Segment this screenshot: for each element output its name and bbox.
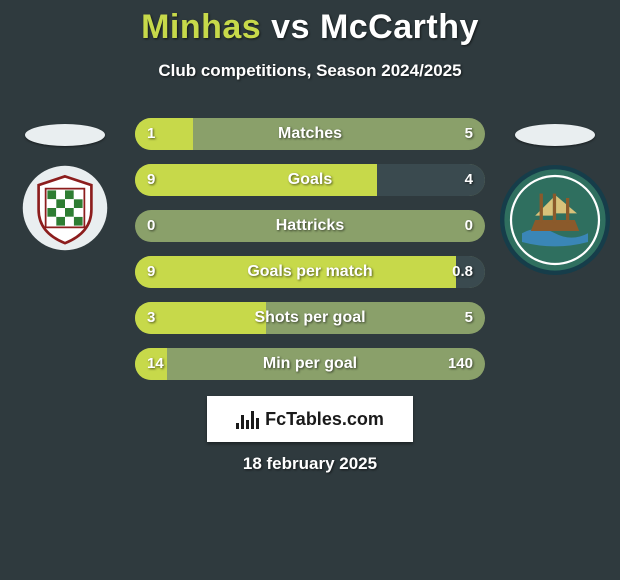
footer-date: 18 february 2025 [0,454,620,474]
stats-bars: 15Matches94Goals00Hattricks90.8Goals per… [135,118,485,394]
stat-right-value: 140 [448,348,473,380]
ship-badge-icon [500,164,610,276]
stat-right-value: 4 [465,164,473,196]
stat-left-fill [135,164,377,196]
player-b-column [500,118,610,276]
player-a-name: Minhas [141,8,261,46]
player-b-photo-placeholder [515,124,595,146]
stat-row: 94Goals [135,164,485,196]
stat-right-value: 5 [465,302,473,334]
title-vs: vs [271,8,310,46]
player-b-club-badge [500,164,610,276]
comparison-infographic: Minhas vs McCarthy Club competitions, Se… [0,0,620,580]
stat-left-value: 3 [147,302,155,334]
stat-row: 14140Min per goal [135,348,485,380]
stat-right-value: 0 [465,210,473,242]
page-title: Minhas vs McCarthy [0,0,620,47]
bar-chart-icon [236,409,259,429]
brand-card: FcTables.com [207,396,413,442]
stat-row: 90.8Goals per match [135,256,485,288]
stat-right-value: 5 [465,118,473,150]
shield-icon [21,164,109,252]
stat-left-value: 1 [147,118,155,150]
stat-left-value: 14 [147,348,164,380]
stat-row: 00Hattricks [135,210,485,242]
subtitle: Club competitions, Season 2024/2025 [0,61,620,81]
stat-left-fill [135,118,193,150]
stat-left-value: 0 [147,210,155,242]
player-a-column [10,118,120,252]
player-a-photo-placeholder [25,124,105,146]
stat-left-value: 9 [147,256,155,288]
player-b-name: McCarthy [320,8,479,46]
stat-row: 15Matches [135,118,485,150]
player-a-club-badge [10,164,120,252]
stat-row: 35Shots per goal [135,302,485,334]
stat-left-fill [135,256,456,288]
stat-left-value: 9 [147,164,155,196]
stat-right-value: 0.8 [452,256,473,288]
brand-text: FcTables.com [265,409,384,430]
